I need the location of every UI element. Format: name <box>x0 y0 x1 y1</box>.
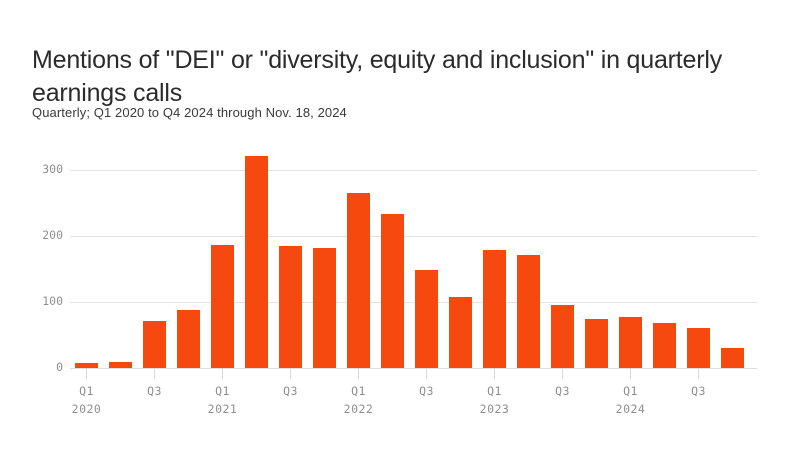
bar-q1-2021 <box>211 245 234 368</box>
bar-q1-2023 <box>483 250 506 368</box>
bar-q4-2024 <box>721 348 744 368</box>
x-tick-16 <box>630 369 631 379</box>
x-tick-label-16: Q1 <box>623 384 638 398</box>
bar-q1-2020 <box>75 363 98 368</box>
x-tick-label-4: Q1 <box>215 384 230 398</box>
x-tick-label-10: Q3 <box>419 384 434 398</box>
y-axis-label-100: 100 <box>42 294 63 309</box>
bar-q1-2024 <box>619 317 642 368</box>
x-tick-2 <box>154 369 155 379</box>
x-tick-10 <box>426 369 427 379</box>
y-axis-label-0: 0 <box>56 360 63 374</box>
x-year-label-2023: 2023 <box>479 402 510 416</box>
bar-q3-2023 <box>551 305 574 368</box>
chart-title-line-2: earnings calls <box>32 78 183 107</box>
x-year-label-2021: 2021 <box>207 402 238 416</box>
x-year-label-2020: 2020 <box>71 402 102 416</box>
x-tick-label-0: Q1 <box>79 384 94 398</box>
x-tick-4 <box>222 369 223 379</box>
x-tick-label-14: Q3 <box>555 384 570 398</box>
bar-q3-2024 <box>687 328 710 368</box>
bar-q3-2022 <box>415 270 438 368</box>
gridline-100 <box>70 301 757 303</box>
x-tick-label-6: Q3 <box>283 384 298 398</box>
gridline-200 <box>70 235 757 237</box>
y-axis-label-200: 200 <box>42 228 63 243</box>
y-axis-label-300: 300 <box>42 162 63 177</box>
x-year-label-2024: 2024 <box>615 402 646 416</box>
x-axis-baseline <box>70 368 757 369</box>
x-tick-12 <box>494 369 495 379</box>
chart-title-line-1: Mentions of "DEI" or "diversity, equity … <box>32 45 723 74</box>
bar-q4-2023 <box>585 319 608 368</box>
bar-q2-2023 <box>517 255 540 368</box>
x-tick-label-2: Q3 <box>147 384 162 398</box>
x-tick-8 <box>358 369 359 379</box>
x-tick-label-18: Q3 <box>691 384 706 398</box>
x-tick-14 <box>562 369 563 379</box>
bar-q2-2022 <box>381 214 404 368</box>
x-tick-0 <box>86 369 87 379</box>
bar-q3-2021 <box>279 246 302 368</box>
x-tick-label-12: Q1 <box>487 384 502 398</box>
x-tick-label-8: Q1 <box>351 384 366 398</box>
x-year-label-2022: 2022 <box>343 402 374 416</box>
chart-subtitle: Quarterly; Q1 2020 to Q4 2024 through No… <box>32 105 347 120</box>
bar-q4-2022 <box>449 297 472 368</box>
x-tick-18 <box>698 369 699 379</box>
x-tick-6 <box>290 369 291 379</box>
bar-q2-2020 <box>109 362 132 368</box>
chart-title: Mentions of "DEI" or "diversity, equity … <box>32 44 722 110</box>
bar-q3-2020 <box>143 321 166 368</box>
bar-q1-2022 <box>347 193 370 368</box>
bar-q2-2024 <box>653 323 676 368</box>
bar-q4-2021 <box>313 248 336 368</box>
bar-q4-2020 <box>177 310 200 368</box>
gridline-300 <box>70 169 757 171</box>
bar-q2-2021 <box>245 156 268 368</box>
